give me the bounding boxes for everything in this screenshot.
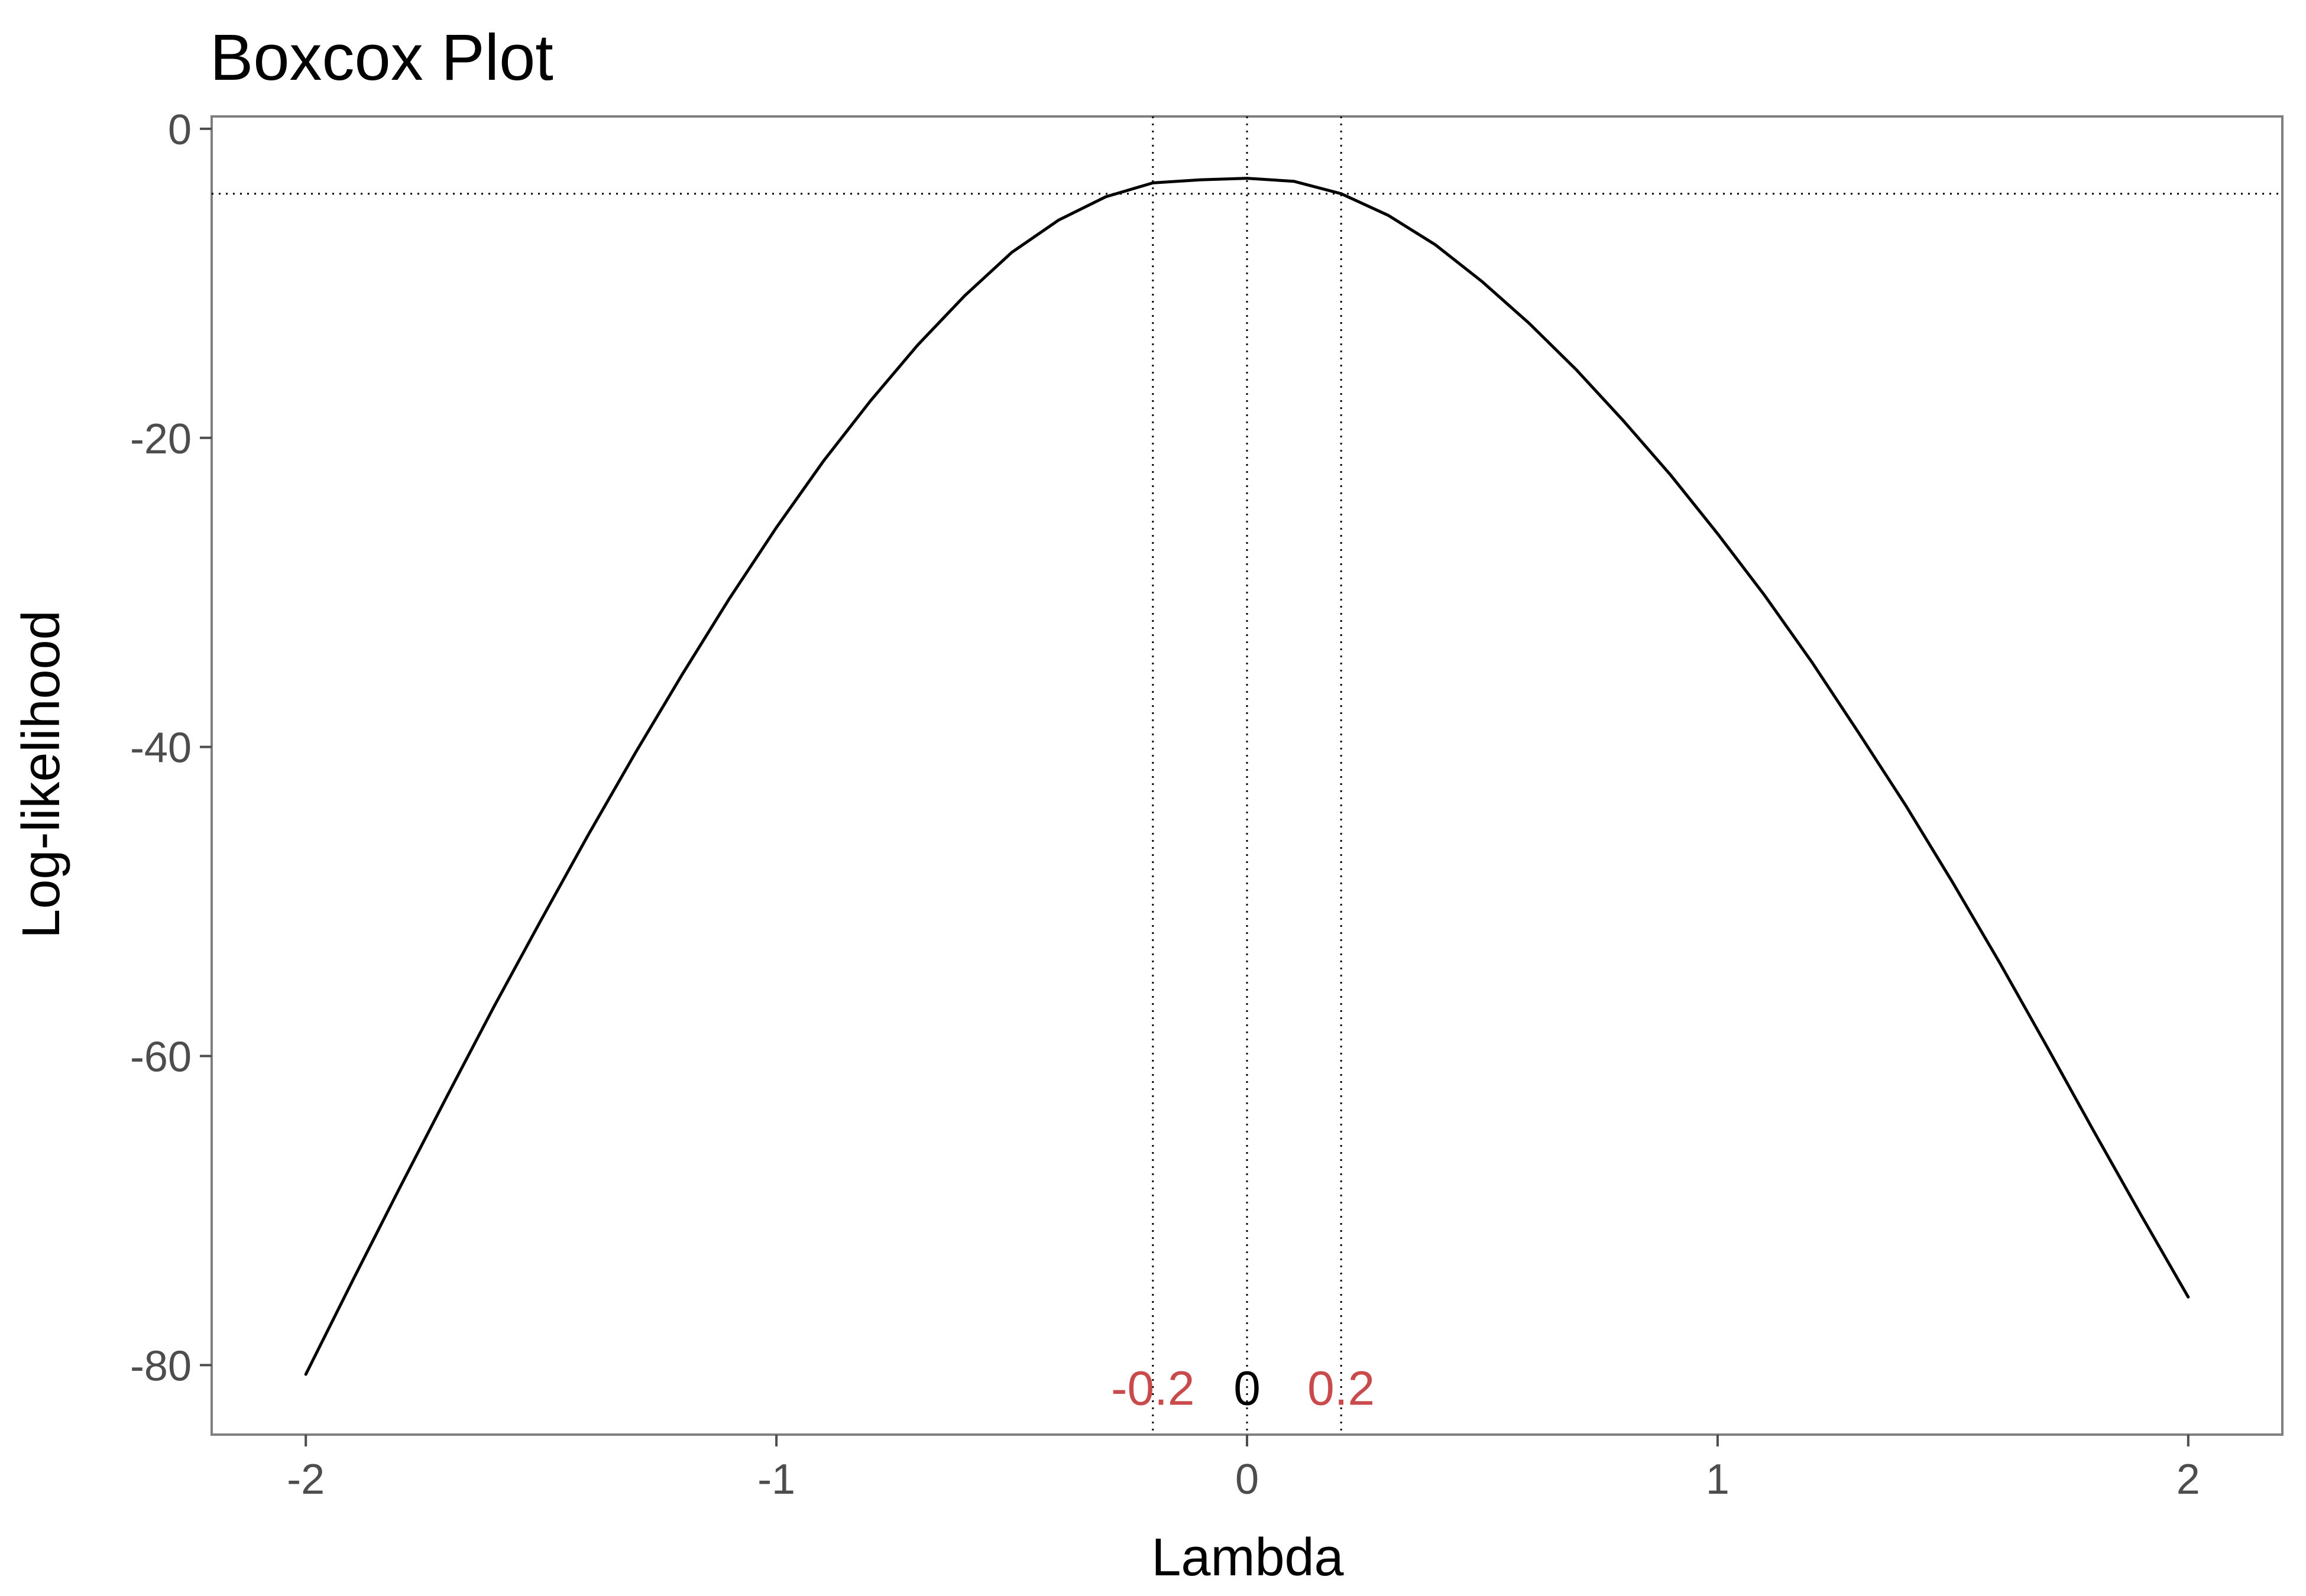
- y-axis-title-group: Log-likelihood: [12, 610, 71, 938]
- ci-annotations: -0.2 0 0.2: [1111, 1362, 1375, 1416]
- series-group: [304, 177, 2190, 1376]
- x-tick-label-1: -1: [757, 1456, 795, 1503]
- x-axis-ticks: -2 -1 0 1 2: [287, 1435, 2200, 1503]
- y-tick-label-0: 0: [168, 106, 192, 154]
- x-tick-label-2: 0: [1235, 1456, 1259, 1503]
- ci-annotation-0: -0.2: [1111, 1362, 1194, 1416]
- y-tick-label-1: -20: [130, 416, 192, 463]
- x-tick-label-0: -2: [287, 1456, 325, 1503]
- x-axis-title: Lambda: [1151, 1528, 1344, 1587]
- plot-panel: [210, 115, 2284, 1436]
- loglik-curve-0: [304, 177, 2190, 1376]
- ci-annotation-1: 0: [1233, 1362, 1261, 1416]
- y-tick-label-4: -80: [130, 1342, 192, 1390]
- y-axis-title: Log-likelihood: [12, 610, 71, 938]
- y-tick-label-3: -60: [130, 1033, 192, 1081]
- chart-title: Boxcox Plot: [210, 21, 553, 94]
- y-tick-label-2: -40: [130, 725, 192, 772]
- y-axis-ticks: 0 -20 -40 -60 -80: [130, 106, 212, 1390]
- reference-lines: [212, 116, 2282, 1435]
- x-tick-label-3: 1: [1706, 1456, 1730, 1503]
- ci-annotation-2: 0.2: [1307, 1362, 1375, 1416]
- x-tick-label-4: 2: [2177, 1456, 2200, 1503]
